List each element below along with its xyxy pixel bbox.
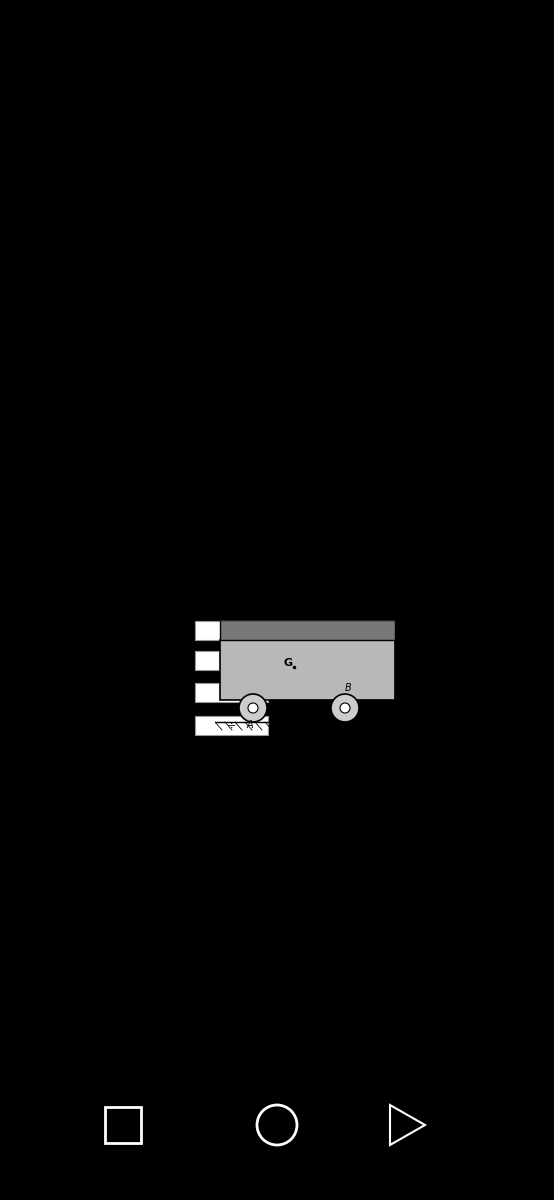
Text: 0.5 m: 0.5 m [489, 643, 517, 654]
Text: N: N [355, 718, 363, 728]
Text: B: B [345, 683, 351, 694]
Polygon shape [390, 1105, 425, 1145]
Text: kN: kN [274, 655, 289, 665]
Text: m/s²: m/s² [274, 686, 299, 697]
FancyBboxPatch shape [194, 650, 268, 670]
Text: The greatest value of P is: The greatest value of P is [5, 720, 147, 730]
FancyBboxPatch shape [194, 620, 268, 640]
Text: kN: kN [274, 720, 289, 730]
FancyBboxPatch shape [194, 715, 268, 734]
Text: ÷: ÷ [227, 720, 235, 730]
Text: 0.2 m: 0.2 m [286, 750, 311, 760]
Text: ÷: ÷ [227, 625, 235, 635]
Text: kN: kN [274, 625, 289, 635]
Text: The normal reaction at B is: The normal reaction at B is [5, 655, 156, 665]
Text: 0.4 m: 0.4 m [364, 750, 389, 760]
Circle shape [239, 694, 267, 722]
Text: ÷: ÷ [227, 686, 235, 697]
Text: The normal reaction at A is: The normal reaction at A is [5, 625, 156, 635]
Text: ÷: ÷ [227, 655, 235, 665]
Text: 60°: 60° [447, 530, 464, 540]
FancyBboxPatch shape [194, 683, 268, 702]
Text: 0.2 m: 0.2 m [422, 682, 448, 690]
Text: The acceleration at G is: The acceleration at G is [5, 686, 137, 697]
Circle shape [248, 703, 258, 713]
Text: so that the wheels at A or B continue to maintain contact with the ground. Negle: so that the wheels at A or B continue to… [6, 506, 541, 516]
Circle shape [331, 694, 359, 722]
Text: A: A [247, 720, 253, 730]
Text: P: P [470, 514, 480, 527]
Text: The handcart has a mass of 200 kg and center of mass at G. Determine the largest: The handcart has a mass of 200 kg and ce… [6, 494, 554, 504]
Bar [220, 640, 395, 700]
Bar [220, 620, 395, 640]
Bar [105, 1106, 141, 1142]
Circle shape [257, 1105, 297, 1145]
Text: G: G [284, 658, 293, 668]
Text: 0.3 m: 0.3 m [222, 750, 247, 760]
Circle shape [340, 703, 350, 713]
